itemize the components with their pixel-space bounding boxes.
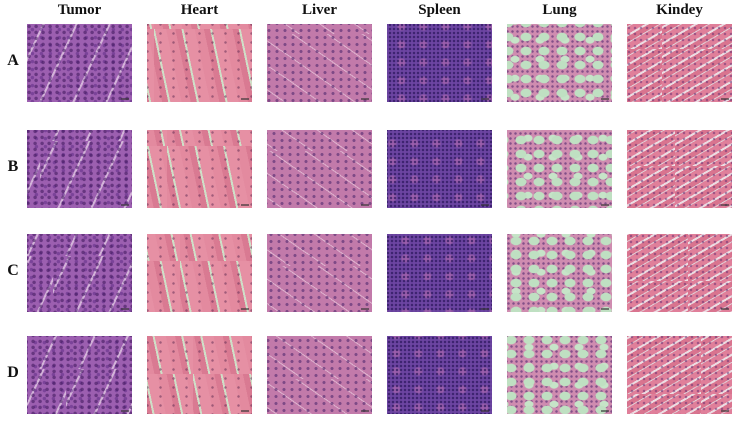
column-header-spleen: Spleen bbox=[418, 2, 461, 18]
micrograph-a-liver bbox=[267, 24, 372, 102]
column-header-kidney: Kindey bbox=[656, 2, 703, 18]
scale-bar bbox=[601, 204, 609, 206]
micrograph-b-kidney bbox=[627, 130, 732, 208]
micrograph-a-spleen bbox=[387, 24, 492, 102]
column-header-liver: Liver bbox=[302, 2, 337, 18]
micrograph-a-heart bbox=[147, 24, 252, 102]
micrograph-c-kidney bbox=[627, 234, 732, 312]
micrograph-c-liver bbox=[267, 234, 372, 312]
scale-bar bbox=[241, 98, 249, 100]
scale-bar bbox=[361, 204, 369, 206]
micrograph-b-liver bbox=[267, 130, 372, 208]
row-label-c: C bbox=[7, 262, 19, 279]
row-label-b: B bbox=[7, 158, 19, 175]
micrograph-d-liver bbox=[267, 336, 372, 414]
column-header-lung: Lung bbox=[542, 2, 577, 18]
micrograph-b-tumor bbox=[27, 130, 132, 208]
scale-bar bbox=[481, 98, 489, 100]
micrograph-d-lung bbox=[507, 336, 612, 414]
micrograph-d-kidney bbox=[627, 336, 732, 414]
micrograph-c-heart bbox=[147, 234, 252, 312]
micrograph-c-spleen bbox=[387, 234, 492, 312]
scale-bar bbox=[481, 308, 489, 310]
scale-bar bbox=[481, 204, 489, 206]
micrograph-b-lung bbox=[507, 130, 612, 208]
micrograph-a-kidney bbox=[627, 24, 732, 102]
scale-bar bbox=[361, 308, 369, 310]
scale-bar bbox=[721, 410, 729, 412]
scale-bar bbox=[121, 410, 129, 412]
micrograph-a-tumor bbox=[27, 24, 132, 102]
micrograph-c-lung bbox=[507, 234, 612, 312]
scale-bar bbox=[721, 204, 729, 206]
micrograph-d-tumor bbox=[27, 336, 132, 414]
micrograph-d-heart bbox=[147, 336, 252, 414]
scale-bar bbox=[361, 410, 369, 412]
scale-bar bbox=[241, 308, 249, 310]
row-label-a: A bbox=[7, 52, 19, 69]
scale-bar bbox=[721, 98, 729, 100]
scale-bar bbox=[601, 410, 609, 412]
column-header-heart: Heart bbox=[180, 2, 219, 18]
scale-bar bbox=[241, 204, 249, 206]
column-header-tumor: Tumor bbox=[57, 2, 102, 18]
scale-bar bbox=[601, 98, 609, 100]
micrograph-b-spleen bbox=[387, 130, 492, 208]
scale-bar bbox=[121, 204, 129, 206]
micrograph-c-tumor bbox=[27, 234, 132, 312]
micrograph-a-lung bbox=[507, 24, 612, 102]
scale-bar bbox=[601, 308, 609, 310]
row-label-d: D bbox=[7, 364, 19, 381]
scale-bar bbox=[361, 98, 369, 100]
scale-bar bbox=[721, 308, 729, 310]
scale-bar bbox=[121, 308, 129, 310]
scale-bar bbox=[481, 410, 489, 412]
scale-bar bbox=[241, 410, 249, 412]
scale-bar bbox=[121, 98, 129, 100]
micrograph-d-spleen bbox=[387, 336, 492, 414]
micrograph-b-heart bbox=[147, 130, 252, 208]
